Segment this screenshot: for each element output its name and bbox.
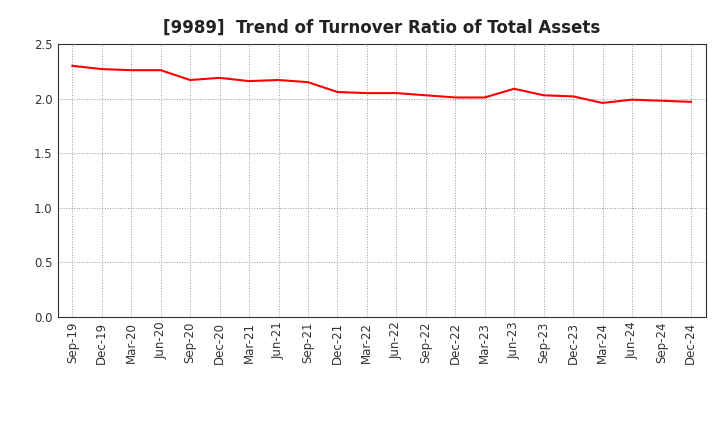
Title: [9989]  Trend of Turnover Ratio of Total Assets: [9989] Trend of Turnover Ratio of Total … (163, 19, 600, 37)
